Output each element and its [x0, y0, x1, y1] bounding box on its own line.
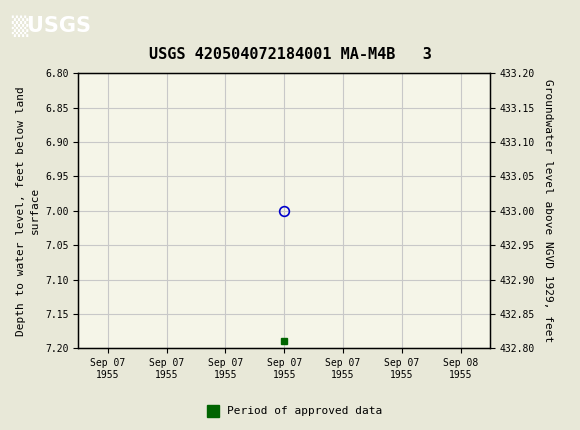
Text: USGS 420504072184001 MA-M4B   3: USGS 420504072184001 MA-M4B 3	[148, 47, 432, 62]
Y-axis label: Groundwater level above NGVD 1929, feet: Groundwater level above NGVD 1929, feet	[543, 79, 553, 342]
Text: Period of approved data: Period of approved data	[227, 405, 383, 416]
Y-axis label: Depth to water level, feet below land
surface: Depth to water level, feet below land su…	[16, 86, 39, 335]
Text: ▒USGS: ▒USGS	[12, 15, 92, 37]
